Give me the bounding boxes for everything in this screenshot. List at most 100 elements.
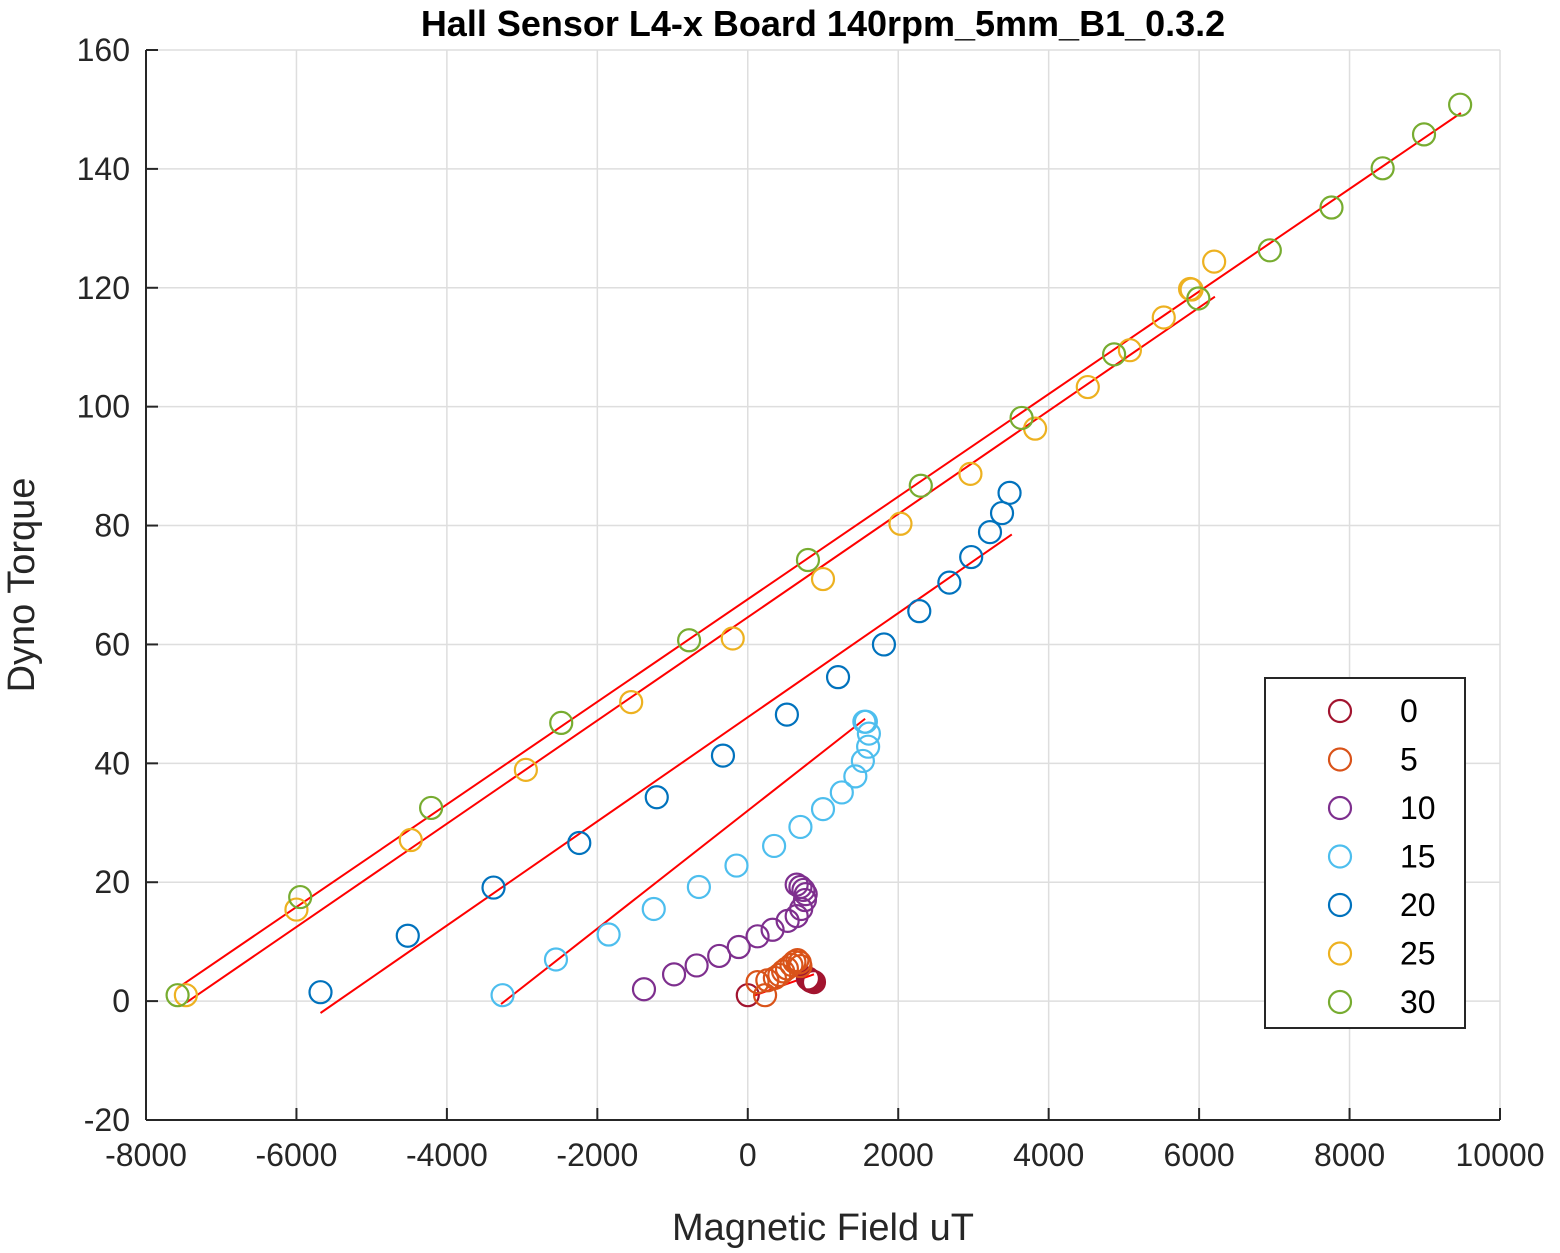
y-tick-label: 100 — [77, 389, 130, 425]
series-20 — [308, 480, 1022, 1005]
data-point — [1411, 122, 1437, 147]
data-point — [165, 983, 190, 1008]
data-point — [801, 969, 827, 995]
data-point — [810, 797, 836, 822]
data-point — [724, 853, 749, 878]
data-point — [762, 833, 787, 859]
data-point — [1319, 195, 1344, 220]
legend-box — [1264, 677, 1466, 1029]
legend-marker — [1327, 698, 1353, 724]
legend-marker — [1327, 941, 1353, 966]
data-point — [707, 943, 732, 969]
data-point — [710, 743, 736, 768]
data-point — [1186, 286, 1211, 311]
data-point — [284, 897, 309, 922]
y-tick-label: 20 — [94, 864, 130, 900]
x-tick-label: -6000 — [256, 1137, 338, 1173]
data-point — [997, 480, 1022, 505]
chart-title: Hall Sensor L4-x Board 140rpm_5mm_B1_0.3… — [421, 3, 1225, 44]
data-point — [843, 764, 868, 789]
y-tick-label: 160 — [77, 32, 130, 68]
data-point — [644, 785, 669, 810]
data-point — [173, 983, 198, 1008]
data-point — [784, 872, 809, 897]
y-tick-label: 40 — [94, 745, 130, 781]
fit-line — [177, 112, 1462, 989]
data-point — [1370, 156, 1395, 181]
series-10 — [631, 872, 818, 1002]
data-point — [596, 922, 621, 947]
data-point — [788, 814, 813, 840]
legend-label: 5 — [1400, 742, 1418, 778]
x-tick-label: 6000 — [1164, 1137, 1235, 1173]
data-point — [543, 947, 569, 972]
data-point — [745, 969, 770, 995]
data-point — [631, 977, 657, 1002]
x-tick-label: 4000 — [1013, 1137, 1084, 1173]
data-point — [958, 461, 983, 486]
data-point — [1009, 405, 1034, 431]
data-point — [686, 874, 711, 900]
data-point — [1102, 342, 1127, 367]
data-point — [760, 917, 785, 942]
data-point — [395, 923, 420, 948]
series-5 — [745, 947, 813, 1008]
data-point — [959, 544, 984, 570]
x-tick-label: 2000 — [863, 1137, 934, 1173]
y-tick-label: 140 — [77, 151, 130, 187]
data-point — [784, 904, 809, 929]
data-point — [398, 827, 423, 853]
data-point — [1202, 249, 1227, 274]
legend-label: 15 — [1400, 839, 1436, 875]
data-point — [795, 547, 821, 573]
data-point — [1179, 277, 1204, 302]
x-axis-label: Magnetic Field uT — [672, 1207, 974, 1249]
data-point — [720, 626, 745, 651]
fit-line — [500, 717, 866, 1005]
data-point — [513, 757, 538, 782]
data-point — [549, 710, 574, 736]
fit-lines — [177, 112, 1462, 1014]
data-point — [791, 877, 816, 903]
data-points — [165, 92, 1473, 1008]
legend-label: 25 — [1400, 936, 1436, 972]
data-point — [871, 632, 897, 657]
data-point — [661, 962, 687, 987]
data-point — [825, 665, 851, 690]
legend-marker — [1327, 892, 1353, 918]
data-point — [1257, 238, 1282, 263]
legend-label: 30 — [1400, 984, 1436, 1020]
series-30 — [165, 92, 1473, 1008]
data-point — [856, 721, 881, 746]
x-tick-label: 8000 — [1314, 1137, 1385, 1173]
data-point — [810, 566, 836, 592]
data-point — [850, 748, 875, 774]
data-point — [829, 780, 854, 805]
data-point — [288, 884, 313, 910]
data-point — [1075, 374, 1100, 400]
legend-marker — [1327, 795, 1353, 821]
series-0 — [735, 966, 827, 1008]
data-point — [418, 795, 444, 821]
data-point — [774, 702, 799, 727]
data-point — [852, 709, 877, 734]
data-point — [745, 924, 770, 949]
series-15 — [490, 709, 881, 1008]
legend-marker — [1327, 747, 1353, 772]
data-point — [481, 875, 506, 900]
data-point — [619, 690, 644, 715]
data-point — [308, 980, 333, 1005]
data-point — [888, 511, 913, 536]
data-point — [908, 473, 933, 498]
data-point — [788, 953, 813, 979]
data-point — [856, 734, 881, 759]
y-tick-label: 80 — [94, 508, 130, 544]
data-point — [793, 882, 818, 907]
data-point — [677, 628, 702, 653]
data-point — [762, 965, 787, 991]
data-point — [1117, 338, 1143, 363]
y-tick-label: 120 — [77, 270, 130, 306]
y-tick-label: 60 — [94, 626, 130, 662]
